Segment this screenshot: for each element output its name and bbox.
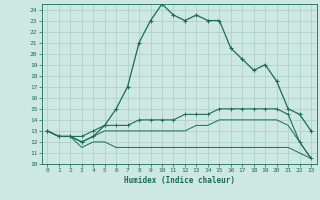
X-axis label: Humidex (Indice chaleur): Humidex (Indice chaleur) (124, 176, 235, 185)
